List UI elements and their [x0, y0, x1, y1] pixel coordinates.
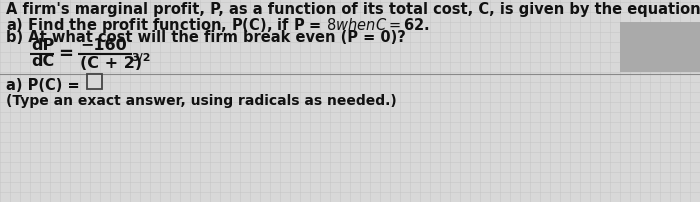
Text: (C + 2): (C + 2): [80, 56, 142, 70]
Text: (Type an exact answer, using radicals as needed.): (Type an exact answer, using radicals as…: [6, 94, 397, 108]
Text: −160: −160: [80, 39, 127, 54]
Text: 3/2: 3/2: [131, 53, 150, 63]
Text: =: =: [58, 45, 73, 63]
Text: dP: dP: [31, 39, 55, 54]
Text: A firm's marginal profit, P, as a function of its total cost, C, is given by the: A firm's marginal profit, P, as a functi…: [6, 2, 700, 17]
Text: b) At what cost will the firm break even (P = 0)?: b) At what cost will the firm break even…: [6, 30, 406, 45]
Text: dC: dC: [31, 55, 55, 69]
FancyBboxPatch shape: [620, 22, 700, 72]
Text: a) P(C) =: a) P(C) =: [6, 78, 80, 93]
FancyBboxPatch shape: [87, 74, 102, 89]
Text: a) Find the profit function, P(C), if P = $8 when C = $62.: a) Find the profit function, P(C), if P …: [6, 16, 430, 35]
